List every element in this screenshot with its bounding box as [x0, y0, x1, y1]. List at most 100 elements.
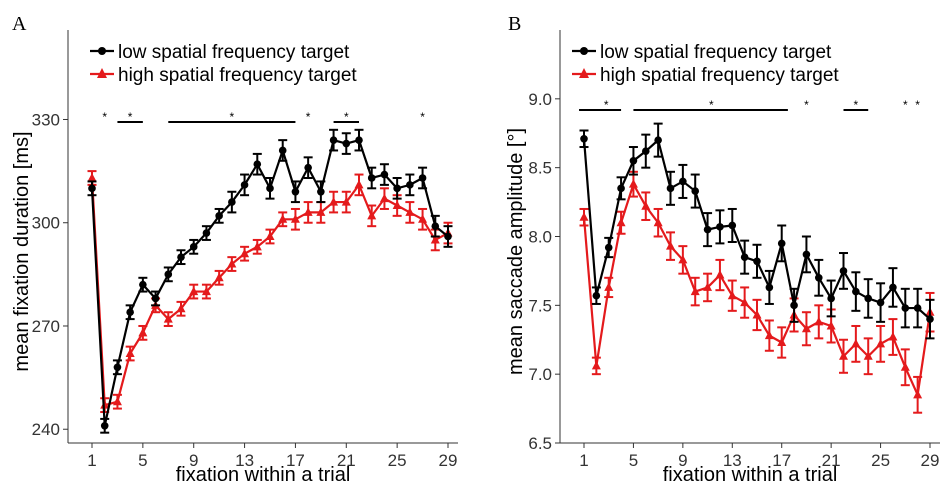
panel-label: A: [12, 13, 27, 35]
data-point: [777, 239, 786, 248]
significance-star: *: [709, 98, 714, 112]
data-point: [367, 210, 377, 220]
significance-star: *: [804, 98, 809, 112]
data-point: [189, 286, 199, 296]
y-tick-label: 330: [32, 110, 60, 129]
data-point: [316, 207, 326, 216]
legend-label: high spatial frequency target: [600, 65, 839, 86]
data-point: [228, 198, 236, 206]
data-point: [367, 174, 376, 182]
data-point: [342, 139, 351, 148]
data-point: [814, 274, 823, 282]
y-tick-label: 7.5: [528, 296, 552, 315]
legend-marker: [579, 68, 589, 78]
significance-star: *: [420, 110, 425, 124]
data-point: [406, 181, 414, 189]
data-point: [802, 250, 811, 259]
legend-marker: [580, 47, 588, 55]
data-point: [163, 314, 173, 323]
data-point: [727, 290, 737, 300]
data-point: [240, 181, 249, 189]
data-point: [876, 338, 886, 348]
data-point: [851, 338, 861, 348]
data-point: [753, 257, 761, 266]
y-tick-label: 6.5: [528, 434, 552, 453]
y-tick-label: 240: [32, 420, 60, 439]
data-point: [176, 303, 186, 313]
panel-label: B: [508, 13, 521, 35]
data-point: [790, 301, 798, 310]
data-point: [100, 400, 110, 409]
data-point: [666, 241, 675, 250]
data-point: [329, 197, 339, 206]
data-point: [628, 179, 638, 188]
data-point: [740, 253, 749, 261]
legend-label: high spatial frequency target: [118, 65, 357, 86]
data-point: [678, 254, 688, 264]
data-point: [913, 389, 923, 399]
data-point: [728, 221, 737, 230]
data-point: [839, 267, 848, 275]
data-point: [864, 294, 873, 303]
panel-a: A 1 5 9 13 17 21 25 29 240 270 300 330 fixation withi…: [11, 13, 458, 483]
data-point: [278, 146, 287, 155]
data-point: [202, 229, 211, 237]
series-high: [579, 170, 935, 414]
data-point: [379, 193, 389, 203]
y-tick-label: 7.0: [528, 365, 552, 384]
data-point: [814, 316, 824, 326]
y-axis-title: mean saccade amplitude [°]: [505, 128, 527, 375]
data-point: [900, 362, 910, 371]
data-point: [740, 297, 750, 307]
data-point: [291, 187, 300, 196]
data-point: [641, 147, 650, 155]
data-point: [715, 270, 725, 279]
data-point: [579, 212, 589, 221]
x-tick-label: 13: [235, 451, 254, 470]
significance-star: *: [854, 98, 859, 112]
significance-star: *: [230, 110, 235, 124]
data-point: [341, 197, 351, 206]
x-tick-label: 9: [678, 451, 687, 470]
data-point: [317, 187, 325, 196]
data-point: [604, 282, 614, 291]
x-tick-label: 21: [337, 451, 356, 470]
significance-star: *: [903, 98, 908, 112]
data-point: [405, 207, 415, 216]
x-axis-title: fixation within a trial: [663, 464, 838, 483]
x-tick-label: 29: [921, 451, 940, 470]
data-point: [138, 327, 148, 337]
series-low: [87, 128, 453, 434]
data-point: [252, 241, 262, 251]
data-point: [580, 134, 588, 143]
data-point: [826, 320, 836, 330]
data-point: [777, 337, 787, 347]
data-point: [139, 280, 147, 289]
data-point: [266, 184, 274, 193]
data-point: [290, 214, 300, 223]
data-point: [392, 200, 402, 210]
data-point: [839, 351, 848, 360]
data-point: [303, 207, 313, 216]
data-point: [355, 136, 363, 144]
data-point: [380, 170, 389, 179]
data-point: [913, 304, 922, 312]
x-tick-label: 17: [286, 451, 305, 470]
data-point: [418, 174, 427, 182]
data-point: [126, 308, 134, 317]
data-point: [265, 231, 275, 240]
data-point: [629, 156, 638, 165]
data-point: [801, 323, 811, 333]
x-axis-title: fixation within a trial: [176, 464, 351, 483]
x-tick-label: 25: [871, 451, 890, 470]
data-point: [151, 294, 160, 303]
data-point: [253, 160, 262, 169]
data-point: [889, 283, 897, 292]
data-point: [418, 214, 428, 223]
data-point: [329, 136, 338, 144]
x-tick-label: 21: [822, 451, 841, 470]
data-point: [592, 291, 601, 300]
x-tick-label: 9: [189, 451, 198, 470]
